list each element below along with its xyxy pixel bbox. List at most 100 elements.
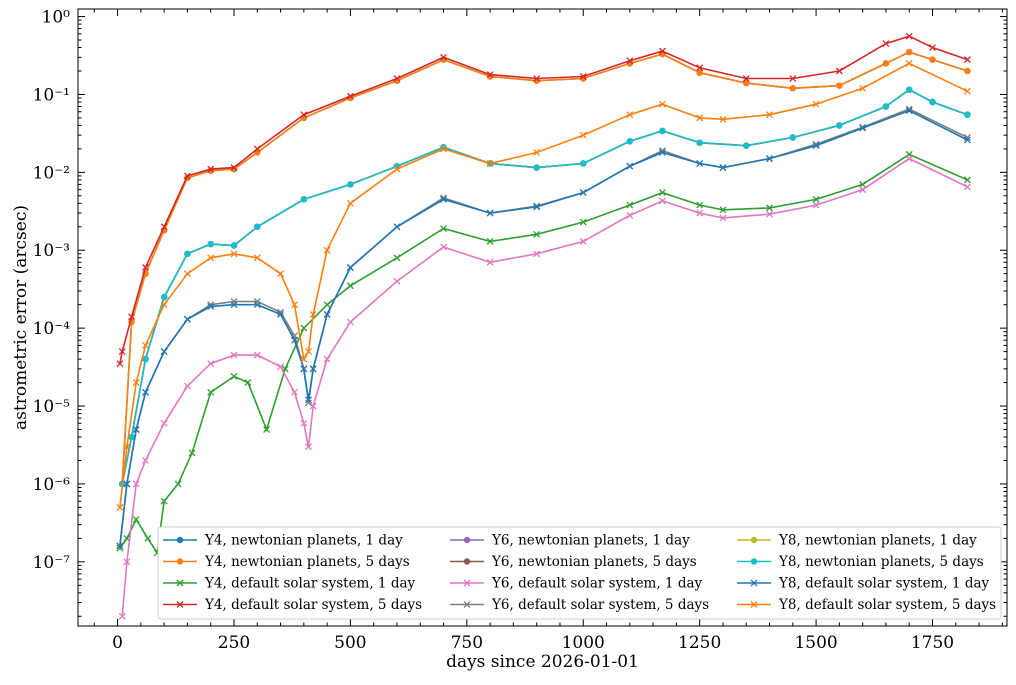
series-4 <box>116 32 971 368</box>
data-point <box>579 237 587 245</box>
data-point <box>836 122 843 129</box>
data-point <box>696 209 704 217</box>
data-point <box>742 75 750 83</box>
data-point <box>696 160 704 167</box>
data-point <box>291 388 298 396</box>
y-tick-label: 10⁻⁶ <box>33 475 71 495</box>
data-point <box>160 497 168 505</box>
data-point <box>277 310 285 318</box>
data-point <box>323 246 331 254</box>
data-point <box>309 310 317 318</box>
data-point <box>160 301 168 309</box>
data-point <box>183 382 191 390</box>
data-point <box>346 199 354 207</box>
y-tick-label: 10⁻² <box>33 163 70 183</box>
data-point <box>118 612 126 620</box>
legend-item: Y8, default solar system, 1 day <box>737 576 990 592</box>
data-point <box>188 449 196 457</box>
series-line <box>119 153 968 556</box>
legend-marker <box>176 558 184 565</box>
data-point <box>486 160 494 167</box>
data-point <box>305 443 312 451</box>
data-point <box>579 189 587 197</box>
legend-label: Y8, default solar system, 5 days <box>778 597 996 613</box>
legend-item: Y6, default solar system, 5 days <box>450 597 709 613</box>
legend-item: Y4, newtonian planets, 1 day <box>163 533 403 549</box>
legend-item: Y6, newtonian planets, 5 days <box>450 554 697 570</box>
series-11 <box>116 107 971 550</box>
series-6 <box>119 86 971 488</box>
data-point <box>142 457 149 464</box>
legend-item: Y6, default solar system, 1 day <box>450 576 703 592</box>
data-point <box>300 419 308 427</box>
plot-content <box>116 32 971 620</box>
legend-marker <box>176 579 184 587</box>
data-point <box>882 60 890 67</box>
x-tick-label: 250 <box>218 633 250 653</box>
data-point <box>789 75 797 83</box>
data-point <box>696 64 704 72</box>
data-point <box>440 195 448 203</box>
data-point <box>963 136 971 144</box>
series-line <box>121 51 968 484</box>
series-line <box>119 35 968 364</box>
data-point <box>300 196 308 203</box>
data-point <box>579 131 587 139</box>
data-point <box>393 223 401 231</box>
data-point <box>696 201 704 209</box>
data-point <box>346 264 354 271</box>
data-point <box>579 73 587 80</box>
data-point <box>132 480 140 488</box>
series-3 <box>116 150 971 557</box>
legend-item: Y8, newtonian planets, 5 days <box>737 554 984 570</box>
data-point <box>300 324 308 332</box>
data-point <box>719 206 727 214</box>
y-tick-label: 10⁻⁴ <box>33 319 71 339</box>
x-axis-title: days since 2026-01-01 <box>446 652 639 672</box>
data-point <box>789 134 796 141</box>
data-point <box>253 145 261 153</box>
data-point <box>207 240 214 248</box>
data-point <box>393 277 401 285</box>
data-point <box>253 351 261 359</box>
data-point <box>533 202 541 210</box>
y-tick-label: 10⁻⁵ <box>33 397 71 417</box>
data-point <box>254 223 261 230</box>
data-point <box>393 254 401 262</box>
x-tick-label: 1500 <box>794 633 837 653</box>
data-point <box>123 443 131 451</box>
data-point <box>440 53 448 61</box>
data-point <box>486 258 494 266</box>
legend-label: Y8, newtonian planets, 5 days <box>778 554 984 570</box>
data-point <box>882 103 890 110</box>
x-tick-label: 1250 <box>678 633 721 653</box>
data-point <box>291 301 298 309</box>
data-point <box>696 69 703 76</box>
data-point <box>658 47 666 55</box>
data-point <box>579 218 587 226</box>
data-point <box>964 67 971 75</box>
data-point <box>277 363 285 371</box>
data-point <box>323 301 331 309</box>
data-point <box>859 180 867 188</box>
series-2 <box>119 48 971 488</box>
legend-marker <box>750 558 758 565</box>
data-point <box>230 351 238 359</box>
data-point <box>929 98 936 106</box>
data-point <box>486 237 494 245</box>
legend-label: Y4, default solar system, 5 days <box>204 597 422 613</box>
data-point <box>207 388 215 396</box>
data-point <box>346 318 354 326</box>
data-point <box>300 355 308 363</box>
data-point <box>812 201 820 209</box>
data-point <box>963 56 971 64</box>
data-point <box>789 85 796 92</box>
data-point <box>659 127 666 135</box>
data-point <box>142 388 149 396</box>
data-point <box>626 57 634 65</box>
data-point <box>207 302 215 310</box>
data-point <box>230 372 238 380</box>
data-point <box>533 230 541 238</box>
data-point <box>116 544 124 552</box>
data-point <box>230 250 238 258</box>
